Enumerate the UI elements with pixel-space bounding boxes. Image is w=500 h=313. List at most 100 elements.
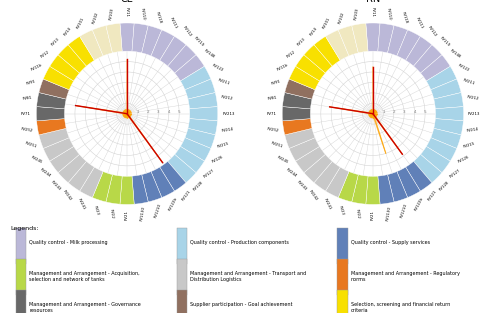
Bar [176,259,187,295]
Text: PV103: PV103 [354,7,360,20]
Text: 4: 4 [168,110,170,114]
Bar [132,175,148,204]
Text: Quality control - Production components: Quality control - Production components [190,240,289,245]
Bar [176,228,187,264]
Bar [284,128,315,148]
Text: PV21: PV21 [371,210,375,220]
Text: PV14: PV14 [63,27,72,37]
Polygon shape [330,67,402,154]
Bar [314,36,340,66]
Text: PV1130: PV1130 [140,206,146,222]
Text: PV243: PV243 [50,180,61,191]
Bar [338,228,348,264]
Text: Quality control - Milk processing: Quality control - Milk processing [29,240,108,245]
Text: Selection, screening and financial return
criteria: Selection, screening and financial retur… [351,302,450,313]
Text: PV241: PV241 [76,198,86,211]
Text: PV11b: PV11b [276,63,289,72]
Text: PV127: PV127 [448,168,461,179]
Text: PV244: PV244 [39,168,52,179]
Text: 1: 1 [136,110,139,114]
Text: PV23: PV23 [92,205,99,215]
Bar [185,79,216,99]
Text: PV252: PV252 [266,127,279,132]
Bar [434,119,464,135]
Text: Management and Arrangement - Transport and
Distribution Logistics: Management and Arrangement - Transport a… [190,271,306,282]
Text: PV215: PV215 [463,141,476,149]
Text: PV126: PV126 [457,155,469,164]
Bar [36,119,66,135]
Text: PV102: PV102 [338,11,345,24]
Bar [50,146,80,173]
Bar [289,66,320,90]
Text: PV112: PV112 [427,25,438,38]
Bar [284,79,315,99]
Text: PV214: PV214 [220,127,234,132]
Bar [68,36,94,66]
Text: PV122b: PV122b [168,197,178,212]
Text: PV118: PV118 [400,11,408,24]
Bar [168,45,196,73]
Text: PV21: PV21 [125,210,129,220]
Text: 2: 2 [146,110,149,114]
Bar [106,175,122,204]
Bar [338,290,348,313]
Text: PV212: PV212 [220,95,234,101]
Text: PV211: PV211 [217,79,230,86]
Bar [414,154,442,183]
Text: PV22: PV22 [354,208,360,219]
Text: Legends:: Legends: [10,226,38,231]
Bar [406,36,432,66]
Text: PV213: PV213 [222,112,234,116]
Text: PV13: PV13 [50,37,60,47]
Text: 5: 5 [424,110,426,114]
Text: PV245: PV245 [276,155,289,164]
Bar [176,290,187,313]
Text: PV122: PV122 [211,63,224,72]
Text: PV91: PV91 [26,79,36,86]
Bar [132,23,148,53]
Bar [39,128,70,148]
Text: PV71: PV71 [266,112,276,116]
Bar [92,172,112,202]
Text: Management and Arrangement - Regulatory
norms: Management and Arrangement - Regulatory … [351,271,460,282]
Bar [420,146,450,173]
Bar [304,45,332,73]
Text: PV71: PV71 [20,112,30,116]
Text: 3: 3 [157,110,160,114]
Text: PV101: PV101 [322,17,332,30]
Text: PV121: PV121 [182,189,192,202]
Text: PV128: PV128 [439,180,450,191]
Text: PV122: PV122 [457,63,469,72]
Bar [436,107,464,121]
Text: PV11: PV11 [371,8,375,17]
Bar [338,172,358,202]
Text: PV148: PV148 [203,49,215,59]
Text: PV110: PV110 [140,7,146,20]
Bar [326,30,349,60]
Bar [406,161,432,191]
Text: PV213: PV213 [468,112,480,116]
Bar [304,154,332,183]
Bar [92,25,112,56]
Text: Management and Arrangement - Acquisition,
selection and network of tanks: Management and Arrangement - Acquisition… [29,271,140,282]
Bar [50,55,80,81]
Bar [190,107,218,121]
Text: PV119: PV119 [193,36,204,48]
Text: PV121: PV121 [427,189,438,202]
Text: PV126: PV126 [211,155,224,164]
Bar [378,23,394,53]
Text: Supplier participation - Goal achievement: Supplier participation - Goal achievemen… [190,302,292,307]
Text: PV11b: PV11b [30,63,43,72]
Text: PV111: PV111 [414,17,424,30]
Bar [397,30,420,60]
Text: PV1210: PV1210 [400,203,408,218]
Text: PV211: PV211 [463,79,476,86]
Bar [314,161,340,191]
Bar [282,119,312,135]
Text: 1: 1 [382,110,384,114]
Text: Quality control - Supply services: Quality control - Supply services [351,240,430,245]
Text: PV102: PV102 [92,11,100,24]
Bar [352,23,368,53]
Text: PV243: PV243 [296,180,307,191]
Bar [434,93,464,109]
